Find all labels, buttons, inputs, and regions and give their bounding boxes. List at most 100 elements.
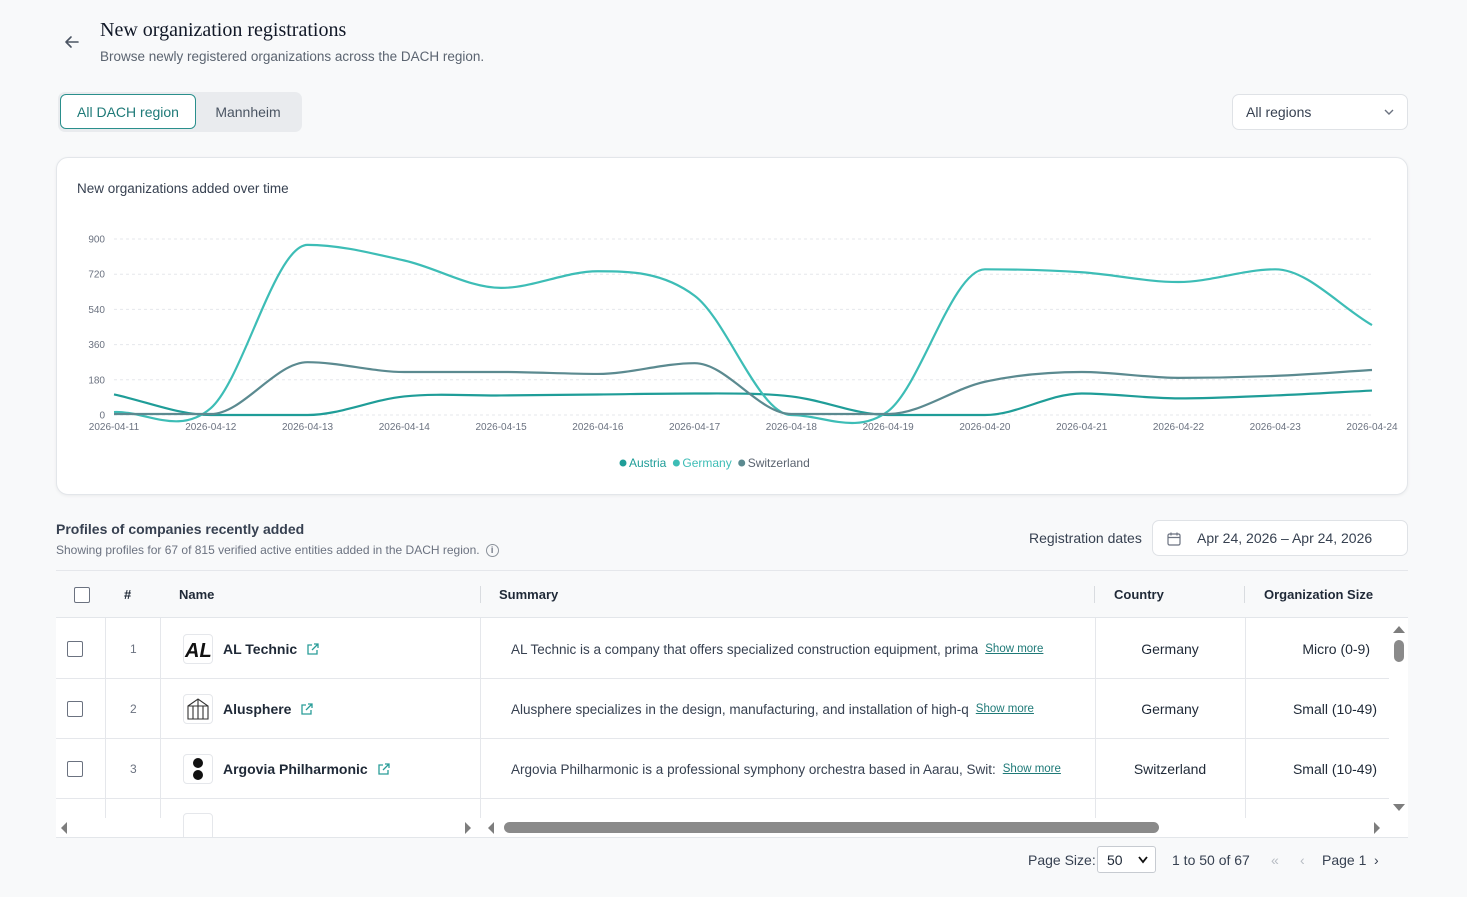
tab-mannheim[interactable]: Mannheim [215, 103, 281, 120]
row-select-cell [67, 619, 83, 679]
tab-all-dach-region[interactable]: All DACH region [60, 94, 196, 129]
show-more-link[interactable]: Show more [975, 703, 1034, 715]
company-name[interactable]: Argovia Philharmonic [223, 761, 368, 777]
y-tick-label: 360 [88, 340, 105, 351]
chart-title: New organizations added over time [77, 181, 289, 196]
country-cell: Switzerland [1133, 761, 1207, 777]
page-subtitle: Browse newly registered organizations ac… [100, 49, 485, 64]
x-tick-label: 2026-04-21 [1056, 422, 1108, 433]
back-button[interactable] [62, 32, 82, 52]
column-divider [1245, 618, 1246, 818]
arrow-left-icon [65, 36, 79, 48]
x-tick-label: 2026-04-18 [766, 422, 818, 433]
column-separator[interactable] [1094, 586, 1095, 603]
x-tick-label: 2026-04-13 [282, 422, 334, 433]
alusphere-logo [183, 694, 213, 724]
scroll-right-arrow-icon [1374, 822, 1380, 834]
x-tick-label: 2026-04-11 [89, 422, 140, 433]
registration-date-picker[interactable]: Apr 24, 2026 – Apr 24, 2026 [1152, 520, 1408, 556]
region-select[interactable]: All regions [1232, 94, 1408, 130]
table-row[interactable]: 1 AL AL Technic AL Technic is a company … [56, 619, 1389, 679]
x-tick-label: 2026-04-20 [959, 422, 1011, 433]
row-select-cell [67, 739, 83, 799]
page-size-select[interactable]: 50 [1097, 846, 1156, 873]
name-cell: AL AL Technic [183, 619, 320, 679]
chevron-down-icon [1138, 856, 1148, 864]
column-header-name[interactable]: Name [179, 587, 215, 602]
scroll-up-arrow-icon [1393, 626, 1405, 633]
x-tick-label: 2026-04-16 [572, 422, 624, 433]
al-technic-logo: AL [183, 634, 213, 664]
show-more-link[interactable]: Show more [985, 643, 1044, 655]
profiles-table: # Name Summary Country Organization Size… [56, 570, 1408, 838]
table-row[interactable]: 3 Argovia Philharmonic Argovia Philharmo… [56, 739, 1389, 799]
x-tick-label: 2026-04-12 [185, 422, 237, 433]
row-number: 2 [130, 702, 137, 716]
legend-label-switzerland: Switzerland [748, 456, 810, 470]
row-checkbox[interactable] [67, 761, 83, 777]
horizontal-scroll-thumb[interactable] [504, 822, 1159, 833]
column-header-organization-size[interactable]: Organization Size [1264, 587, 1374, 602]
column-divider [1095, 618, 1096, 818]
external-link-icon[interactable] [300, 702, 314, 716]
company-name[interactable]: AL Technic [223, 641, 298, 657]
row-checkbox[interactable] [67, 701, 83, 717]
company-logo [183, 813, 213, 838]
x-tick-label: 2026-04-14 [379, 422, 431, 433]
registration-date-value: Apr 24, 2026 – Apr 24, 2026 [1197, 530, 1373, 546]
company-name[interactable]: Alusphere [223, 701, 292, 717]
horizontal-scrollbar-pinned[interactable] [56, 818, 480, 837]
x-tick-label: 2026-04-24 [1346, 422, 1398, 433]
show-more-link[interactable]: Show more [1002, 763, 1061, 775]
column-header-num[interactable]: # [124, 587, 132, 602]
row-select-cell [67, 679, 83, 739]
argovia-logo [183, 754, 213, 784]
summary-text: AL Technic is a company that offers spec… [511, 641, 979, 657]
column-divider [160, 618, 161, 818]
column-header-summary[interactable]: Summary [499, 587, 559, 602]
profiles-title: Profiles of companies recently added [56, 521, 305, 537]
region-tabs: All DACH region Mannheim [58, 92, 302, 132]
horizontal-scrollbar[interactable] [482, 818, 1388, 837]
current-page-label: Page 1 [1322, 852, 1367, 868]
summary-cell: Argovia Philharmonic is a professional s… [511, 739, 1091, 799]
name-cell [183, 813, 213, 838]
first-page-icon[interactable]: « [1271, 852, 1279, 868]
column-separator[interactable] [480, 586, 481, 603]
select-all-checkbox[interactable] [74, 586, 90, 603]
summary-cell: AL Technic is a company that offers spec… [511, 619, 1071, 679]
external-link-icon[interactable] [306, 642, 320, 656]
line-chart: 0 180 360 540 720 900 2026-04-11 2026-04-12 2026… [88, 235, 1398, 471]
table-row[interactable]: 2 Alusphere Alusphere specializes in the… [56, 679, 1389, 739]
y-tick-label: 900 [88, 235, 105, 246]
pagination-range: 1 to 50 of 67 [1172, 852, 1250, 868]
legend-label-austria: Austria [629, 456, 667, 470]
chevron-down-icon [1384, 109, 1394, 115]
name-cell: Argovia Philharmonic [183, 739, 391, 799]
legend-marker-austria [619, 459, 627, 467]
select-all-cell [74, 571, 90, 618]
legend-marker-switzerland [738, 459, 746, 467]
summary-text: Argovia Philharmonic is a professional s… [511, 761, 996, 777]
x-tick-label: 2026-04-19 [863, 422, 915, 433]
column-header-country[interactable]: Country [1114, 587, 1164, 602]
previous-page-icon[interactable]: ‹ [1300, 852, 1305, 868]
table-header: # Name Summary Country Organization Size [56, 571, 1408, 618]
y-tick-label: 0 [99, 411, 105, 422]
next-page-icon[interactable]: › [1374, 852, 1379, 868]
country-cell: Germany [1141, 641, 1199, 657]
y-tick-label: 540 [88, 305, 105, 316]
scroll-left-arrow-icon [61, 822, 67, 834]
page-size-value: 50 [1107, 851, 1123, 868]
y-tick-label: 720 [88, 270, 105, 281]
info-icon[interactable]: i [485, 543, 499, 557]
row-checkbox[interactable] [67, 641, 83, 657]
legend-label-germany: Germany [682, 456, 731, 470]
scroll-left-arrow-icon [488, 822, 494, 834]
summary-cell: Alusphere specializes in the design, man… [511, 679, 1071, 739]
external-link-icon[interactable] [377, 762, 391, 776]
column-separator[interactable] [1244, 586, 1245, 603]
vertical-scrollbar[interactable] [1389, 622, 1408, 817]
name-cell: Alusphere [183, 679, 314, 739]
profiles-subtitle-text: Showing profiles for 67 of 815 verified … [56, 543, 480, 557]
